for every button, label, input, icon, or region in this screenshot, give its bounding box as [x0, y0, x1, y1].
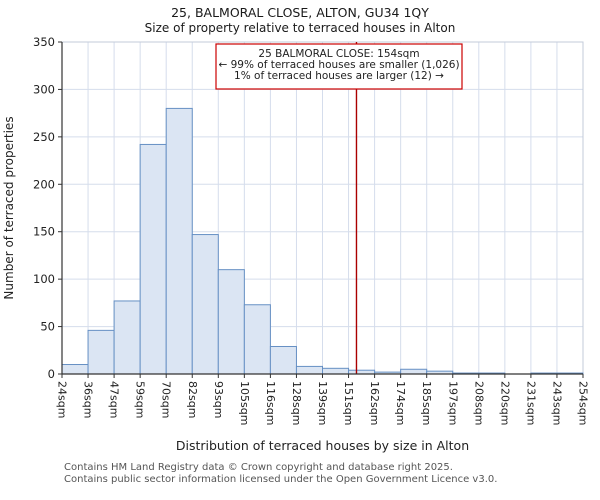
footer-line2: Contains public sector information licen… [64, 473, 498, 485]
bars [61, 107, 584, 375]
svg-text:254sqm: 254sqm [577, 381, 590, 425]
svg-text:0: 0 [48, 367, 55, 381]
y-axis-title: Number of terraced properties [2, 116, 16, 299]
chart-subtitle: Size of property relative to terraced ho… [144, 21, 456, 35]
footer-line1: Contains HM Land Registry data © Crown c… [64, 462, 453, 473]
bar [61, 364, 89, 375]
svg-text:24sqm: 24sqm [56, 381, 69, 418]
annotation-line: ← 99% of terraced houses are smaller (1,… [218, 59, 459, 71]
svg-text:70sqm: 70sqm [160, 381, 173, 418]
y-tick-labels: 0 50 100 150 200 250 300 350 [33, 36, 62, 381]
svg-text:139sqm: 139sqm [316, 381, 329, 425]
bar [217, 269, 245, 375]
svg-text:350: 350 [33, 36, 55, 49]
svg-text:82sqm: 82sqm [186, 381, 199, 418]
svg-text:100: 100 [33, 272, 55, 286]
annotation-line: 1% of terraced houses are larger (12) → [234, 70, 444, 82]
chart-header: 25, BALMORAL CLOSE, ALTON, GU34 1QY Size… [0, 5, 600, 36]
svg-text:151sqm: 151sqm [342, 381, 355, 425]
svg-text:128sqm: 128sqm [290, 381, 303, 425]
svg-text:162sqm: 162sqm [368, 381, 381, 425]
svg-text:105sqm: 105sqm [238, 381, 251, 425]
bar [322, 367, 350, 375]
svg-text:300: 300 [33, 82, 55, 96]
svg-text:231sqm: 231sqm [524, 381, 537, 425]
bar [113, 300, 141, 375]
svg-text:116sqm: 116sqm [264, 381, 277, 425]
svg-text:59sqm: 59sqm [134, 381, 147, 418]
svg-text:208sqm: 208sqm [472, 381, 485, 425]
chart-title: 25, BALMORAL CLOSE, ALTON, GU34 1QY [171, 5, 429, 20]
svg-text:150: 150 [33, 225, 55, 239]
svg-text:243sqm: 243sqm [550, 381, 563, 425]
bar [243, 304, 271, 375]
bar [165, 107, 193, 375]
svg-text:174sqm: 174sqm [394, 381, 407, 425]
bar [295, 365, 324, 375]
x-axis-title: Distribution of terraced houses by size … [176, 438, 469, 453]
bar [87, 329, 115, 375]
histogram-chart: 25 BALMORAL CLOSE: 154sqm← 99% of terrac… [2, 36, 590, 453]
footer: Contains HM Land Registry data © Crown c… [64, 462, 497, 485]
svg-text:197sqm: 197sqm [446, 381, 459, 425]
bar [400, 368, 428, 375]
bar [191, 234, 219, 375]
svg-text:200: 200 [33, 177, 55, 191]
svg-text:93sqm: 93sqm [212, 381, 225, 418]
annotation-box: 25 BALMORAL CLOSE: 154sqm← 99% of terrac… [215, 43, 463, 90]
svg-text:250: 250 [33, 130, 55, 144]
svg-text:47sqm: 47sqm [108, 381, 121, 418]
svg-text:220sqm: 220sqm [498, 381, 511, 425]
bar [139, 143, 167, 375]
svg-text:50: 50 [40, 320, 55, 334]
svg-text:36sqm: 36sqm [82, 381, 95, 418]
svg-text:185sqm: 185sqm [420, 381, 433, 425]
x-tick-labels: 24sqm 36sqm 47sqm 59sqm 70sqm 82sqm 93sqm 105sq… [56, 374, 590, 425]
annotation-line: 25 BALMORAL CLOSE: 154sqm [258, 48, 419, 60]
bar [269, 345, 297, 375]
